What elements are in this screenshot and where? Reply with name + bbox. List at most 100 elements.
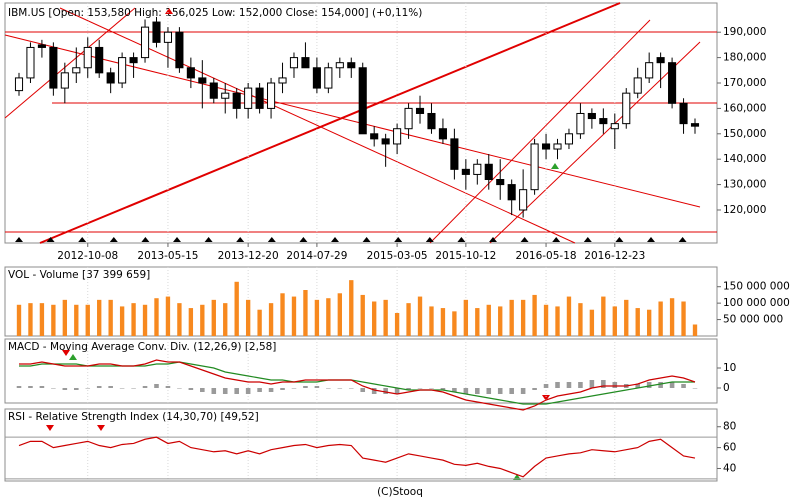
y-tick-label: 150,000 — [723, 128, 766, 140]
volume-bar — [624, 299, 629, 336]
candle-body — [106, 72, 115, 84]
volume-bar — [280, 293, 285, 336]
macd-histogram — [646, 382, 652, 388]
macd-histogram — [165, 386, 171, 388]
candle-body — [541, 143, 551, 150]
macd-histogram — [96, 386, 102, 388]
volume-bar — [440, 308, 446, 336]
volume-title: VOL - Volume [37 399 659] — [8, 269, 150, 281]
period-marker — [267, 237, 276, 242]
macd-histogram — [681, 384, 686, 388]
macd-histogram — [142, 386, 148, 388]
volume-bar — [62, 299, 68, 336]
macd-histogram — [154, 384, 159, 388]
candle-body — [645, 62, 654, 79]
volume-bar — [601, 296, 606, 336]
volume-bar — [108, 299, 113, 336]
macd-histogram — [669, 382, 675, 388]
candle-body — [244, 87, 253, 109]
volume-bar — [303, 290, 308, 336]
volume-bar — [555, 306, 560, 336]
rising-channel-line — [429, 19, 651, 244]
candle-body — [118, 57, 127, 84]
candle-body — [622, 92, 631, 125]
period-marker — [46, 237, 55, 242]
volume-bar — [578, 303, 583, 336]
macd-histogram — [497, 388, 503, 394]
x-tick-label: 2013-12-20 — [218, 250, 279, 262]
macd-histogram — [452, 388, 457, 392]
volume-bar — [211, 299, 216, 336]
candle-body — [358, 67, 367, 135]
volume-bar — [372, 301, 377, 336]
volume-bar — [165, 296, 171, 336]
macd-histogram — [578, 382, 583, 388]
candle-body — [668, 62, 677, 104]
volume-bar — [349, 280, 354, 336]
volume-bar — [658, 301, 663, 336]
candle-body — [370, 133, 379, 140]
candle-body — [484, 163, 493, 181]
period-marker — [299, 237, 308, 242]
y-tick-label: 60 — [723, 442, 736, 454]
period-marker — [204, 237, 213, 242]
period-marker — [362, 237, 371, 242]
candle-body — [83, 46, 92, 69]
macd-histogram — [245, 388, 251, 394]
volume-bar — [498, 306, 503, 336]
candle-body — [14, 77, 24, 92]
volume-bar — [74, 304, 79, 336]
volume-bar — [97, 299, 102, 336]
macd-histogram — [440, 388, 446, 390]
volume-bar — [28, 303, 33, 336]
volume-bar — [486, 304, 491, 336]
period-marker — [489, 237, 497, 242]
volume-bar — [475, 308, 480, 336]
volume-bar — [234, 281, 239, 336]
candle-body — [530, 143, 539, 191]
volume-bar — [406, 303, 411, 336]
candle-body — [415, 107, 425, 114]
macd-histogram — [601, 380, 606, 388]
candle-body — [450, 138, 459, 170]
macd-histogram — [28, 386, 33, 388]
macd-histogram — [73, 388, 79, 390]
volume-bar — [692, 324, 698, 336]
candle-body — [427, 112, 436, 130]
volume-bar — [268, 303, 274, 336]
candle-body — [60, 72, 69, 89]
macd-histogram — [200, 388, 205, 392]
candle-body — [221, 92, 230, 99]
macd-histogram — [348, 388, 354, 389]
macd-histogram — [589, 380, 595, 388]
macd-histogram — [543, 384, 549, 388]
candle-body — [576, 112, 585, 135]
candle-body — [690, 123, 700, 127]
candle-body — [163, 31, 173, 43]
volume-bar — [131, 303, 136, 336]
chart-title: IBM.US [Open: 153,580 High: 156,025 Low:… — [8, 7, 422, 19]
period-marker — [394, 237, 403, 242]
rsi-panel — [4, 408, 718, 482]
candle-body — [140, 26, 150, 59]
macd-histogram — [394, 388, 400, 394]
x-tick-label: 2015-03-05 — [367, 250, 428, 262]
period-marker — [331, 237, 339, 242]
macd-histogram — [222, 388, 228, 394]
volume-bar — [142, 304, 148, 336]
volume-bar — [681, 301, 686, 336]
candle-body — [37, 44, 46, 48]
macd-histogram — [371, 388, 377, 394]
volume-bar — [314, 299, 320, 336]
macd-histogram — [108, 386, 113, 388]
macd-histogram — [417, 388, 423, 389]
volume-bar — [326, 298, 331, 336]
macd-histogram — [177, 388, 182, 389]
candle-body — [381, 138, 390, 145]
candle-body — [587, 112, 596, 120]
candle-body — [301, 57, 310, 69]
volume-bar — [383, 299, 388, 336]
rsi-title: RSI - Relative Strength Index (14,30,70)… — [8, 411, 259, 423]
period-marker — [615, 237, 624, 242]
